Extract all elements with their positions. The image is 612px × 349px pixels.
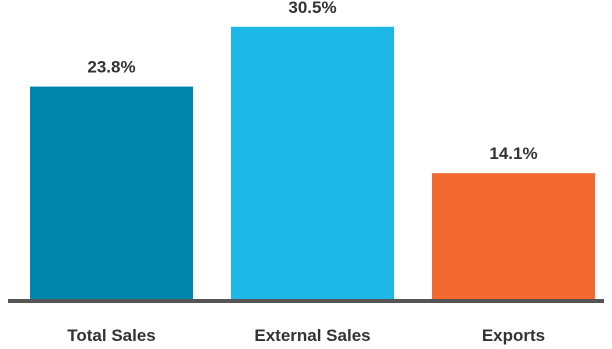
category-label-exports: Exports bbox=[482, 326, 545, 345]
bar-total-sales bbox=[30, 86, 193, 300]
bars-group bbox=[30, 26, 595, 300]
bar-external-sales bbox=[231, 26, 394, 299]
value-label-exports: 14.1% bbox=[489, 144, 537, 163]
category-label-external-sales: External Sales bbox=[254, 326, 370, 345]
category-label-total-sales: Total Sales bbox=[67, 326, 156, 345]
value-label-total-sales: 23.8% bbox=[87, 58, 135, 77]
category-labels-group: Total Sales External Sales Exports bbox=[67, 326, 545, 345]
value-label-external-sales: 30.5% bbox=[288, 0, 336, 17]
value-labels-group: 23.8% 30.5% 14.1% bbox=[87, 0, 537, 163]
bar-exports bbox=[432, 173, 595, 299]
